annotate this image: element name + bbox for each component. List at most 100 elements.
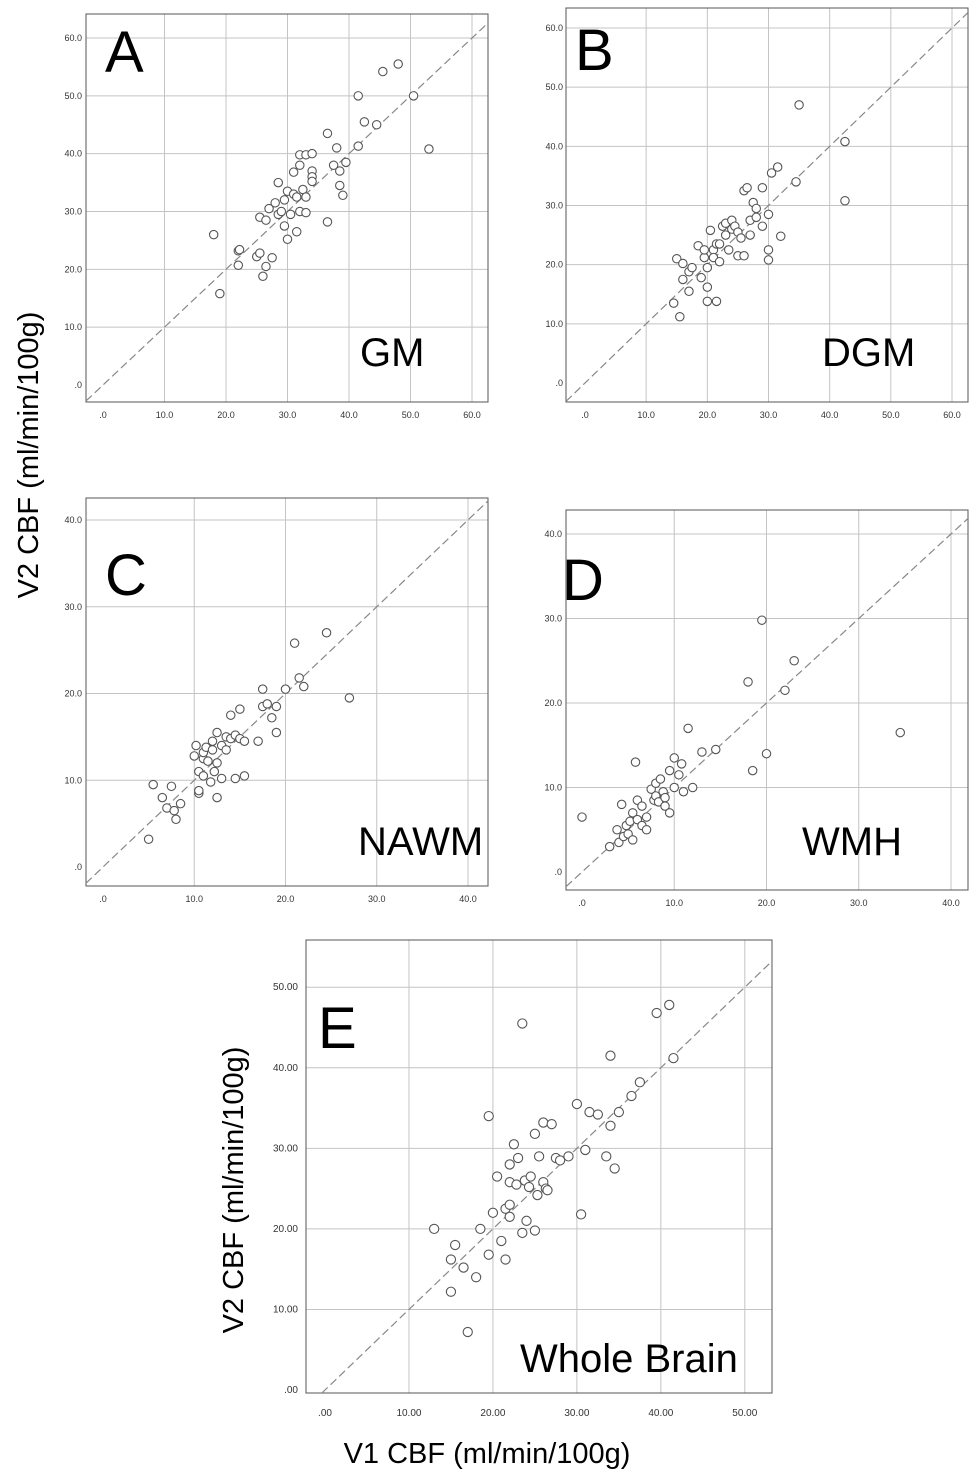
e-data-point bbox=[554, 1155, 566, 1166]
e-data-point bbox=[429, 1223, 440, 1235]
b-data-point bbox=[763, 245, 774, 255]
e-data-point bbox=[504, 1199, 515, 1210]
b-y-tick-label: 10.0 bbox=[545, 319, 563, 329]
d-data-point bbox=[660, 792, 670, 803]
e-data-point bbox=[500, 1254, 511, 1265]
b-data-point bbox=[711, 296, 722, 307]
a-data-point bbox=[341, 157, 351, 168]
c-plot-frame bbox=[85, 497, 489, 887]
a-data-point bbox=[279, 195, 290, 205]
a-data-point bbox=[322, 217, 333, 227]
d-panel-letter: D bbox=[562, 548, 604, 613]
d-data-point bbox=[653, 797, 664, 807]
a-data-point bbox=[288, 167, 299, 177]
b-region-label: DGM bbox=[822, 331, 915, 375]
e-y-tick-label: 40.00 bbox=[273, 1063, 298, 1074]
a-y-tick-label: 40.0 bbox=[64, 149, 82, 159]
e-y-tick-label: 50.00 bbox=[273, 982, 298, 993]
c-data-point bbox=[235, 704, 245, 714]
panel-c-nawm: .0 10.0 20.0 30.0 40.0 .0 10.0 20.0 30.0 40.0 C NAW… bbox=[64, 497, 489, 904]
d-data-point bbox=[747, 765, 758, 776]
e-data-point bbox=[605, 1120, 616, 1131]
c-data-point bbox=[221, 745, 231, 755]
c-y-tick-label: .0 bbox=[74, 862, 82, 872]
b-x-tick-label: 10.0 bbox=[637, 410, 655, 420]
c-y-tick-label: 10.0 bbox=[64, 775, 82, 785]
b-data-point bbox=[739, 251, 749, 261]
d-x-tick-label: 10.0 bbox=[665, 898, 683, 908]
b-identity-line bbox=[565, 12, 969, 402]
b-data-point bbox=[723, 245, 734, 255]
e-data-point bbox=[592, 1109, 604, 1120]
d-data-point bbox=[678, 786, 689, 797]
c-x-tick-label: 40.0 bbox=[459, 894, 477, 904]
shared-y-axis-title: V2 CBF (ml/min/100g) bbox=[13, 312, 45, 599]
b-data-point bbox=[794, 100, 804, 110]
c-y-tick-label: 30.0 bbox=[64, 602, 82, 612]
d-data-point bbox=[604, 841, 615, 852]
d-data-point bbox=[669, 753, 679, 763]
a-data-point bbox=[371, 120, 382, 130]
e-data-point bbox=[668, 1052, 679, 1064]
e-identity-line bbox=[321, 960, 773, 1394]
e-data-point bbox=[533, 1151, 545, 1162]
e-x-tick-label: .00 bbox=[318, 1408, 332, 1419]
e-data-point bbox=[546, 1119, 557, 1130]
c-y-tick-label: 40.0 bbox=[64, 515, 82, 525]
c-data-point bbox=[239, 736, 250, 746]
a-y-tick-label: .0 bbox=[74, 380, 82, 390]
e-x-tick-label: 20.00 bbox=[480, 1408, 505, 1419]
e-data-point bbox=[483, 1110, 494, 1122]
c-data-point bbox=[289, 638, 300, 648]
b-data-point bbox=[791, 177, 801, 187]
b-data-point bbox=[696, 272, 706, 283]
c-region-label: NAWM bbox=[358, 820, 483, 864]
e-x-tick-label: 50.00 bbox=[732, 1408, 757, 1419]
a-data-point bbox=[282, 234, 293, 245]
e-y-tick-label: 10.00 bbox=[273, 1304, 298, 1315]
c-data-point bbox=[280, 684, 291, 694]
a-x-tick-label: 10.0 bbox=[156, 410, 174, 420]
e-data-point bbox=[496, 1235, 507, 1247]
c-data-point bbox=[298, 681, 309, 692]
e-y-tick-label: .00 bbox=[284, 1385, 298, 1396]
a-y-tick-label: 60.0 bbox=[64, 33, 82, 43]
a-data-point bbox=[353, 141, 363, 151]
b-panel-letter: B bbox=[575, 18, 614, 83]
a-data-point bbox=[359, 117, 370, 127]
b-data-point bbox=[684, 286, 694, 297]
b-y-tick-label: 60.0 bbox=[545, 23, 563, 33]
e-data-point bbox=[511, 1179, 522, 1190]
b-x-tick-label: .0 bbox=[581, 410, 589, 420]
d-data-point bbox=[757, 615, 767, 625]
c-data-point bbox=[157, 792, 168, 803]
a-x-tick-label: 50.0 bbox=[402, 410, 420, 420]
e-data-point bbox=[517, 1018, 528, 1029]
c-data-point bbox=[216, 773, 227, 784]
c-data-point bbox=[294, 673, 304, 683]
c-data-point bbox=[271, 701, 282, 712]
a-x-tick-label: .0 bbox=[99, 410, 107, 420]
e-y-axis-title: V2 CBF (ml/min/100g) bbox=[218, 1047, 250, 1334]
e-data-point bbox=[532, 1189, 543, 1201]
e-data-point bbox=[538, 1117, 549, 1128]
b-y-tick-label: 50.0 bbox=[545, 82, 563, 92]
a-y-tick-label: 50.0 bbox=[64, 91, 82, 101]
d-data-point bbox=[630, 757, 641, 767]
d-data-point bbox=[743, 677, 753, 687]
d-data-point bbox=[627, 835, 638, 845]
c-data-point bbox=[230, 773, 241, 784]
e-region-label: Whole Brain bbox=[520, 1337, 738, 1381]
e-data-point bbox=[626, 1090, 637, 1102]
b-data-point bbox=[678, 274, 688, 285]
shared-x-axis-title: V1 CBF (ml/min/100g) bbox=[344, 1438, 631, 1470]
d-data-point bbox=[895, 727, 906, 738]
c-y-tick-label: 20.0 bbox=[64, 689, 82, 699]
e-data-point bbox=[542, 1185, 553, 1196]
e-data-point bbox=[487, 1207, 499, 1218]
b-y-tick-label: 30.0 bbox=[545, 201, 563, 211]
a-data-point bbox=[208, 229, 219, 240]
d-data-point bbox=[612, 824, 622, 835]
a-data-point bbox=[331, 143, 342, 153]
